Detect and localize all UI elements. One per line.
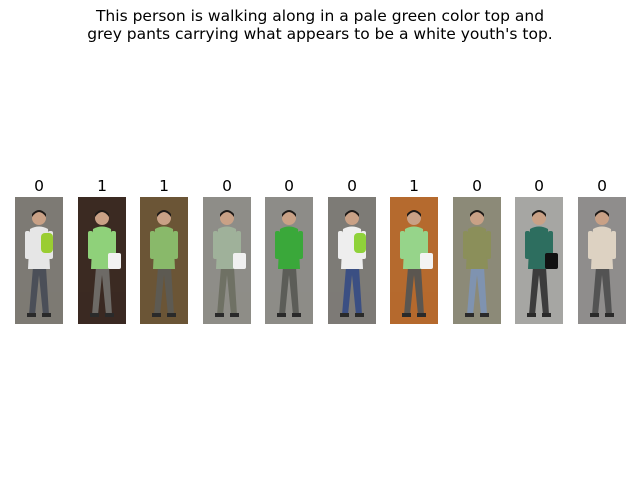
- gallery-item: 1: [390, 177, 438, 324]
- person-crop-beige-jacket: [578, 197, 626, 324]
- person-crop-green-top-dim: [140, 197, 188, 324]
- person-crop-dark-top-black-bag: [515, 197, 563, 324]
- person-crop-striped-top-white-bag: [203, 197, 251, 324]
- match-label: 1: [97, 177, 107, 195]
- match-label: 0: [34, 177, 44, 195]
- caption-line-2: grey pants carrying what appears to be a…: [87, 25, 553, 43]
- caption-line-1: This person is walking along in a pale g…: [95, 7, 545, 25]
- match-label: 1: [159, 177, 169, 195]
- gallery-item: 0: [578, 177, 626, 324]
- match-label: 0: [597, 177, 607, 195]
- match-label: 0: [534, 177, 544, 195]
- person-crop-khaki-jacket-jeans: [453, 197, 501, 324]
- person-crop-green-top-white-bag: [78, 197, 126, 324]
- person-crop-green-backpack-woman: [15, 197, 63, 324]
- query-caption: This person is walking along in a pale g…: [0, 7, 640, 43]
- match-label: 0: [347, 177, 357, 195]
- gallery-item: 0: [453, 177, 501, 324]
- match-label: 0: [472, 177, 482, 195]
- gallery-item: 1: [140, 177, 188, 324]
- person-crop-green-backpack-jeans: [328, 197, 376, 324]
- match-label: 0: [222, 177, 232, 195]
- match-label: 1: [409, 177, 419, 195]
- gallery-item: 1: [78, 177, 126, 324]
- gallery-item: 0: [515, 177, 563, 324]
- person-crop-green-top-bicycles: [265, 197, 313, 324]
- gallery-item: 0: [203, 177, 251, 324]
- match-label: 0: [284, 177, 294, 195]
- gallery-item: 0: [15, 177, 63, 324]
- gallery-item: 0: [265, 177, 313, 324]
- person-crop-green-top-orange-wall: [390, 197, 438, 324]
- gallery-item: 0: [328, 177, 376, 324]
